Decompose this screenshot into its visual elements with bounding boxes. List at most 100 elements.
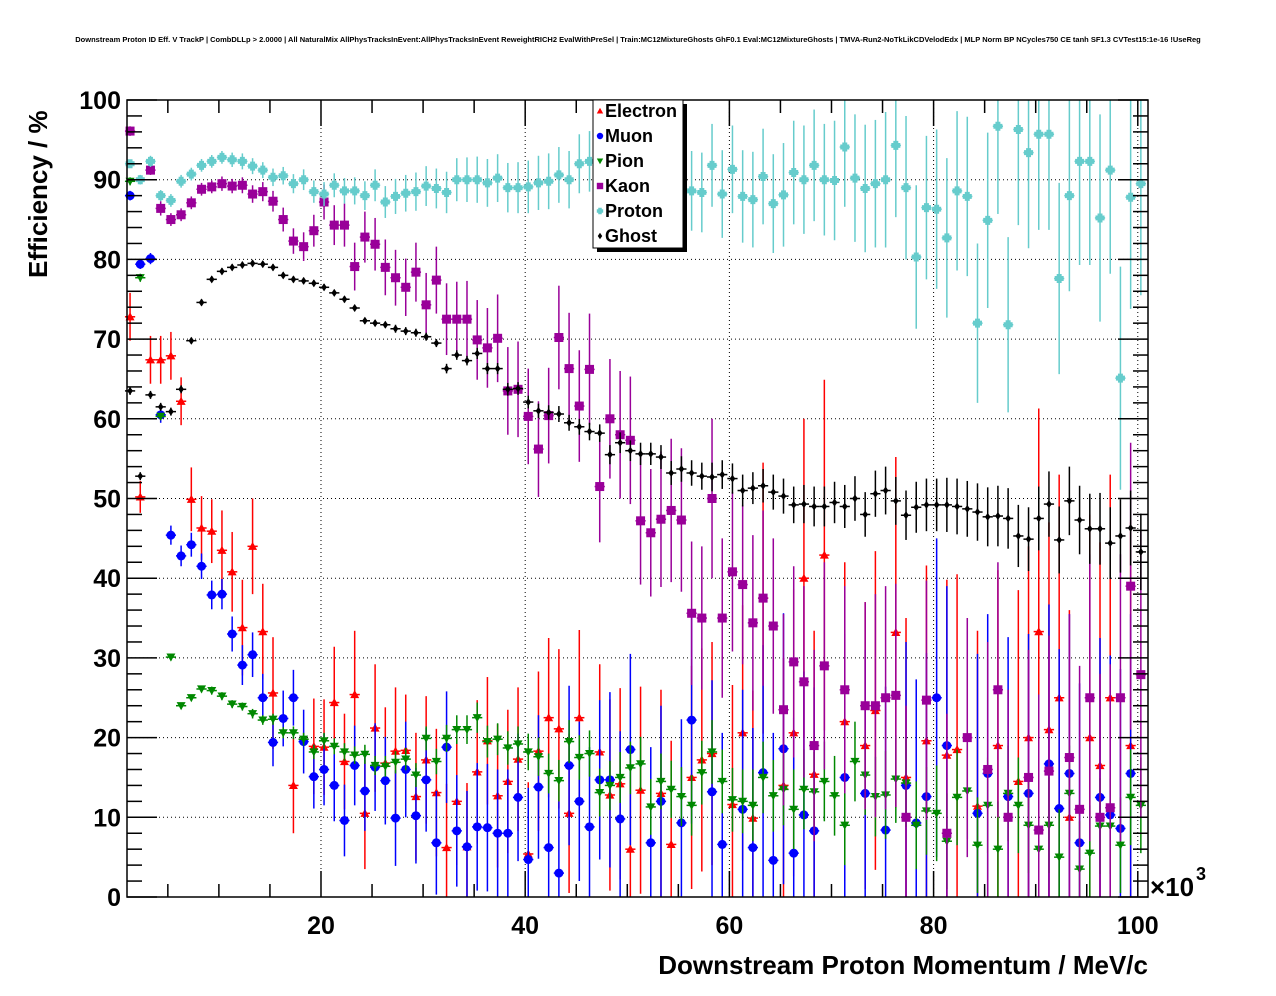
legend-marker-muon [596, 132, 604, 140]
data-point-electron [258, 627, 268, 636]
data-point-kaon [452, 314, 462, 324]
data-point-kaon [370, 239, 380, 249]
data-point-pion [288, 729, 298, 738]
data-point-proton [564, 175, 574, 185]
data-point-kaon [431, 275, 441, 285]
data-point-muon [258, 693, 268, 703]
data-point-proton [1044, 129, 1054, 139]
data-point-kaon [258, 187, 268, 197]
data-point-pion [258, 716, 268, 725]
data-point-proton [472, 175, 482, 185]
data-point-pion [1054, 853, 1064, 862]
data-point-ghost [647, 449, 654, 458]
data-point-pion [544, 769, 554, 778]
data-point-pion [840, 821, 850, 830]
data-point-kaon [748, 618, 758, 628]
data-point-ghost [259, 260, 266, 269]
data-point-pion [513, 740, 523, 749]
data-point-kaon [758, 593, 768, 603]
legend: Electron Muon Pion Kaon Proton Ghost [592, 99, 687, 252]
data-point-ghost [1076, 516, 1083, 525]
data-point-proton [952, 186, 962, 196]
data-point-proton [248, 161, 258, 171]
data-point-ghost [933, 500, 940, 509]
data-point-pion [830, 792, 840, 801]
data-point-proton [329, 180, 339, 190]
data-point-pion [636, 760, 646, 769]
data-point-ghost [903, 511, 909, 520]
legend-entry-kaon: Kaon [596, 176, 650, 196]
data-point-proton [881, 175, 891, 185]
legend-label: Ghost [605, 226, 657, 246]
data-point-proton [176, 176, 186, 186]
data-point-ghost [188, 336, 195, 345]
data-point-electron [166, 351, 176, 360]
data-point-muon [932, 693, 942, 703]
data-point-muon [789, 848, 799, 858]
data-point-electron [197, 523, 207, 532]
data-point-proton [401, 188, 411, 198]
data-point-pion [350, 751, 360, 760]
data-point-ghost [913, 503, 920, 512]
data-point-muon [523, 855, 533, 865]
data-point-muon [472, 822, 482, 832]
legend-entry-electron: Electron [596, 101, 677, 121]
data-point-muon [585, 822, 595, 832]
data-point-proton [554, 170, 564, 180]
data-point-ghost [1117, 531, 1124, 540]
x-tick-label: 60 [715, 912, 743, 940]
data-point-ghost [270, 263, 276, 272]
data-point-ghost [423, 332, 429, 341]
data-point-ghost [801, 500, 807, 509]
data-point-kaon [145, 165, 155, 175]
data-point-proton [227, 155, 237, 165]
legend-label: Proton [605, 201, 663, 221]
data-point-muon [207, 590, 217, 600]
data-point-muon [166, 530, 176, 540]
data-point-ghost [535, 406, 542, 415]
data-point-pion [391, 758, 401, 767]
data-point-muon [452, 826, 462, 836]
data-point-ghost [780, 492, 787, 501]
legend-box [592, 99, 684, 249]
legend-entry-muon: Muon [596, 126, 653, 146]
data-point-ghost [974, 508, 981, 517]
y-tick-label: 70 [93, 326, 121, 354]
data-point-kaon [819, 661, 829, 671]
data-point-proton [932, 204, 942, 214]
data-point-kaon [605, 414, 615, 424]
legend-entry-proton: Proton [596, 201, 663, 221]
data-point-muon [574, 796, 584, 806]
data-point-kaon [697, 613, 707, 623]
data-point-ghost [443, 364, 450, 373]
data-point-pion [217, 692, 227, 701]
data-point-muon [186, 540, 196, 550]
data-point-proton [1064, 191, 1074, 201]
data-point-pion [585, 749, 595, 759]
data-point-proton [860, 183, 870, 193]
y-tick-label: 60 [93, 406, 121, 434]
data-point-ghost [168, 407, 174, 416]
data-point-proton [962, 191, 972, 201]
data-point-pion [738, 797, 748, 806]
data-point-electron [207, 526, 217, 535]
legend-marker-kaon [596, 182, 604, 190]
data-point-muon [564, 760, 574, 770]
y-tick-label: 0 [107, 884, 121, 912]
data-point-proton [738, 191, 748, 201]
data-point-ghost [841, 502, 848, 511]
data-point-electron [186, 494, 196, 503]
data-point-ghost [637, 449, 644, 458]
data-point-proton [513, 183, 523, 193]
data-point-muon [482, 823, 492, 833]
data-point-muon [380, 776, 390, 786]
data-point-electron [227, 567, 237, 576]
data-point-muon [411, 811, 421, 821]
data-point-proton [319, 189, 329, 199]
data-point-kaon [350, 262, 360, 272]
data-point-ghost [1056, 535, 1062, 544]
data-point-proton [523, 182, 533, 192]
data-point-ghost [239, 260, 246, 269]
data-point-kaon [738, 580, 748, 590]
data-point-pion [972, 841, 982, 850]
